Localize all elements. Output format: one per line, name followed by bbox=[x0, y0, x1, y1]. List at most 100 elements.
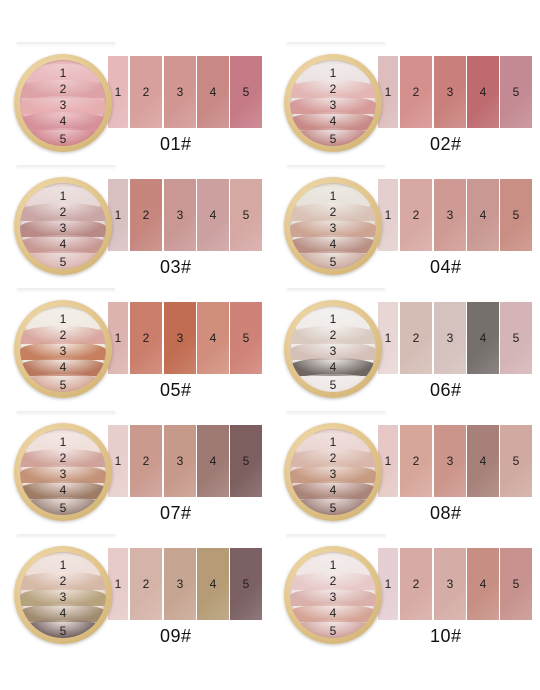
swatch-number: 4 bbox=[209, 331, 217, 345]
swatch-number: 3 bbox=[446, 577, 454, 591]
band-number: 2 bbox=[59, 574, 67, 588]
shade-band-5: 5 bbox=[20, 620, 106, 638]
band-number: 4 bbox=[59, 483, 67, 497]
shade-band-3: 3 bbox=[20, 342, 106, 360]
swatch-number: 5 bbox=[242, 85, 250, 99]
pan-face: 1 2 3 4 5 bbox=[20, 306, 106, 392]
swatch-number: 4 bbox=[479, 331, 487, 345]
product-7: 1 2 3 4 5 1 2 3 4 5 07# bbox=[0, 409, 270, 547]
shade-band-3: 3 bbox=[290, 342, 376, 360]
shade-band-3: 3 bbox=[20, 219, 106, 237]
lid-shadow bbox=[286, 165, 386, 170]
band-number: 1 bbox=[59, 312, 67, 326]
lid-shadow bbox=[16, 534, 116, 539]
shade-band-2: 2 bbox=[290, 203, 376, 221]
band-number: 5 bbox=[59, 378, 67, 392]
shade-band-4: 4 bbox=[20, 358, 106, 376]
band-number: 5 bbox=[329, 501, 337, 515]
shade-band-1: 1 bbox=[20, 556, 106, 574]
swatch-number: 2 bbox=[142, 331, 150, 345]
band-number: 4 bbox=[329, 483, 337, 497]
pan-face: 1 2 3 4 5 bbox=[290, 183, 376, 269]
swatch-3: 3 bbox=[434, 56, 466, 128]
band-number: 4 bbox=[329, 237, 337, 251]
swatch-2: 2 bbox=[130, 179, 162, 251]
band-number: 4 bbox=[59, 114, 67, 128]
swatch-5: 5 bbox=[500, 302, 532, 374]
swatch-5: 5 bbox=[500, 56, 532, 128]
band-number: 4 bbox=[329, 114, 337, 128]
compact-case: 1 2 3 4 5 bbox=[284, 300, 382, 398]
band-number: 1 bbox=[59, 189, 67, 203]
band-number: 2 bbox=[329, 574, 337, 588]
swatch-4: 4 bbox=[197, 179, 229, 251]
shade-band-4: 4 bbox=[290, 112, 376, 130]
swatch-4: 4 bbox=[467, 548, 499, 620]
swatch-4: 4 bbox=[467, 179, 499, 251]
lid-shadow bbox=[16, 411, 116, 416]
shade-band-5: 5 bbox=[20, 497, 106, 515]
swatch-2: 2 bbox=[400, 425, 432, 497]
swatch-1: 1 bbox=[108, 56, 128, 128]
product-6: 1 2 3 4 5 1 2 3 4 5 06# bbox=[270, 286, 540, 424]
swatch-number: 3 bbox=[446, 85, 454, 99]
swatch-number: 3 bbox=[446, 454, 454, 468]
swatch-3: 3 bbox=[164, 179, 196, 251]
swatch-number: 5 bbox=[242, 454, 250, 468]
swatch-3: 3 bbox=[434, 179, 466, 251]
band-number: 2 bbox=[59, 82, 67, 96]
lid-shadow bbox=[286, 411, 386, 416]
shade-label: 07# bbox=[160, 503, 192, 523]
swatch-2: 2 bbox=[130, 56, 162, 128]
swatch-number: 5 bbox=[242, 577, 250, 591]
band-number: 5 bbox=[59, 624, 67, 638]
pan-face: 1 2 3 4 5 bbox=[290, 60, 376, 146]
band-number: 3 bbox=[59, 221, 67, 235]
compact-case: 1 2 3 4 5 bbox=[284, 177, 382, 275]
swatch-2: 2 bbox=[400, 56, 432, 128]
shade-band-3: 3 bbox=[290, 465, 376, 483]
compact-case: 1 2 3 4 5 bbox=[14, 423, 112, 521]
swatch-number: 1 bbox=[114, 85, 122, 99]
shade-band-2: 2 bbox=[290, 80, 376, 98]
shade-band-4: 4 bbox=[290, 358, 376, 376]
swatch-number: 1 bbox=[384, 85, 392, 99]
band-number: 2 bbox=[59, 328, 67, 342]
swatch-2: 2 bbox=[130, 548, 162, 620]
shade-band-5: 5 bbox=[290, 497, 376, 515]
band-number: 2 bbox=[329, 328, 337, 342]
band-number: 5 bbox=[329, 624, 337, 638]
compact-case: 1 2 3 4 5 bbox=[14, 177, 112, 275]
swatch-number: 5 bbox=[512, 208, 520, 222]
shade-band-1: 1 bbox=[20, 187, 106, 205]
pan-face: 1 2 3 4 5 bbox=[290, 306, 376, 392]
swatch-number: 1 bbox=[384, 208, 392, 222]
swatch-number: 2 bbox=[412, 208, 420, 222]
shade-band-5: 5 bbox=[290, 251, 376, 269]
swatch-number: 3 bbox=[446, 208, 454, 222]
shade-label: 09# bbox=[160, 626, 192, 646]
product-3: 1 2 3 4 5 1 2 3 4 5 03# bbox=[0, 163, 270, 301]
swatch-number: 5 bbox=[512, 577, 520, 591]
shade-band-2: 2 bbox=[290, 449, 376, 467]
product-1: 1 2 3 4 5 1 2 3 4 5 01# bbox=[0, 40, 270, 178]
band-number: 1 bbox=[329, 189, 337, 203]
compact-case: 1 2 3 4 5 bbox=[284, 546, 382, 644]
shade-band-2: 2 bbox=[290, 572, 376, 590]
product-5: 1 2 3 4 5 1 2 3 4 5 05# bbox=[0, 286, 270, 424]
band-number: 1 bbox=[329, 558, 337, 572]
shade-band-2: 2 bbox=[20, 572, 106, 590]
shade-band-5: 5 bbox=[290, 128, 376, 146]
swatch-number: 4 bbox=[209, 208, 217, 222]
swatch-3: 3 bbox=[164, 302, 196, 374]
swatch-number: 1 bbox=[114, 331, 122, 345]
product-8: 1 2 3 4 5 1 2 3 4 5 08# bbox=[270, 409, 540, 547]
lid-shadow bbox=[16, 165, 116, 170]
shade-band-5: 5 bbox=[20, 374, 106, 392]
swatch-2: 2 bbox=[400, 548, 432, 620]
shade-band-5: 5 bbox=[20, 128, 106, 146]
swatch-number: 4 bbox=[479, 454, 487, 468]
shade-label: 06# bbox=[430, 380, 462, 400]
compact-case: 1 2 3 4 5 bbox=[284, 423, 382, 521]
band-number: 2 bbox=[329, 205, 337, 219]
